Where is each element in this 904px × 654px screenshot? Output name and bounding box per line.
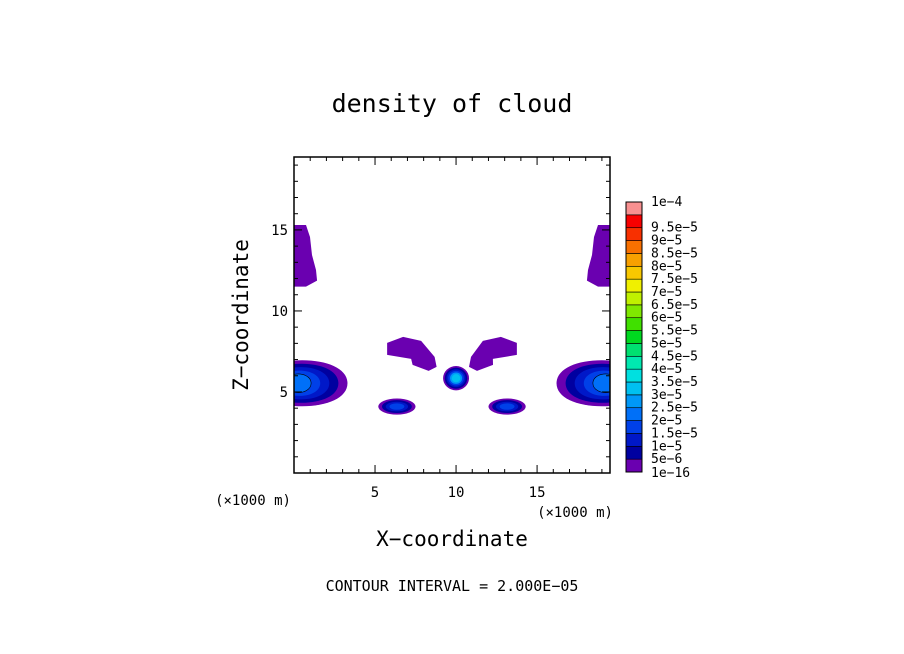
center-core <box>443 366 470 391</box>
upper-right-arm-fill <box>469 336 517 371</box>
colorbar-swatch <box>625 420 643 434</box>
colorbar-swatch <box>625 368 643 383</box>
colorbar-label: 7e−5 <box>651 285 682 300</box>
lower-right-blob-level-3 <box>499 403 515 410</box>
upper-left-arm <box>387 336 437 371</box>
colorbar-label: 1e−5 <box>651 439 682 454</box>
colorbar-label: 5.5e−5 <box>651 324 698 339</box>
lower-left-blob <box>378 398 416 415</box>
colorbar-swatch <box>625 458 643 473</box>
colorbar-label: 2e−5 <box>651 414 682 429</box>
contour-regions <box>293 225 611 415</box>
x-axis-label: X−coordinate <box>376 527 528 551</box>
colorbar-swatch <box>625 317 643 331</box>
upper-right-arm <box>469 336 517 371</box>
colorbar-swatch <box>625 355 643 370</box>
lower-right-blob <box>488 398 526 415</box>
plot-frame <box>293 156 611 474</box>
colorbar-label: 5e−6 <box>651 452 682 467</box>
colorbar-label: 1e−16 <box>651 466 690 481</box>
x-tick-label: 15 <box>529 485 546 501</box>
colorbar-swatch <box>625 433 643 447</box>
colorbar-swatch <box>625 407 643 421</box>
colorbar-label: 4e−5 <box>651 362 682 377</box>
top-left-blob <box>294 225 318 287</box>
colorbar-swatch <box>625 381 643 396</box>
y-tick-label: 10 <box>271 304 288 320</box>
colorbar-label: 6e−5 <box>651 311 682 326</box>
center-core-level-5 <box>451 374 461 383</box>
lower-left-blob-level-3 <box>389 403 405 410</box>
colorbar-label: 2.5e−5 <box>651 401 698 416</box>
contour-interval-note: CONTOUR INTERVAL = 2.000E−05 <box>326 577 579 595</box>
colorbar-swatch <box>625 445 643 460</box>
colorbar-label: 3.5e−5 <box>651 375 698 390</box>
colorbar-label: 7.5e−5 <box>651 272 698 287</box>
colorbar-label: 9e−5 <box>651 234 682 249</box>
x-unit-left: (×1000 m) <box>215 493 291 509</box>
colorbar-swatch <box>625 291 643 306</box>
upper-left-arm-fill <box>387 336 437 371</box>
y-tick-label: 15 <box>271 223 288 239</box>
colorbar-swatch <box>625 253 643 267</box>
colorbar: 1e−165e−61e−51.5e−52e−52.5e−53e−53.5e−54… <box>625 195 698 481</box>
colorbar-label: 1e−4 <box>651 195 682 210</box>
top-left-blob-fill <box>294 225 318 287</box>
colorbar-label: 5e−5 <box>651 336 682 351</box>
left-center-blob <box>293 360 348 407</box>
colorbar-label: 4.5e−5 <box>651 349 698 364</box>
colorbar-swatch <box>625 214 643 229</box>
chart-title: density of cloud <box>332 89 573 118</box>
colorbar-label: 6.5e−5 <box>651 298 698 313</box>
plot-background <box>294 157 610 473</box>
colorbar-swatch <box>625 304 643 319</box>
axis-ticks <box>294 157 610 473</box>
plot-area <box>293 156 611 474</box>
colorbar-swatch <box>625 343 643 357</box>
colorbar-label: 8e−5 <box>651 259 682 274</box>
colorbar-swatch <box>625 330 643 344</box>
x-tick-label: 10 <box>448 485 465 501</box>
colorbar-label: 9.5e−5 <box>651 221 698 236</box>
colorbar-label: 1.5e−5 <box>651 426 698 441</box>
right-center-blob <box>556 360 611 407</box>
colorbar-swatch <box>625 201 643 216</box>
colorbar-swatch <box>625 394 643 409</box>
y-tick-labels: 5 10 15 <box>271 223 288 401</box>
colorbar-swatch <box>625 240 643 254</box>
x-unit-right: (×1000 m) <box>537 505 613 521</box>
x-tick-labels: 5 10 15 <box>371 485 546 501</box>
colorbar-frame <box>625 201 643 473</box>
colorbar-swatch <box>625 227 643 241</box>
y-axis-label: Z−coordinate <box>229 239 253 391</box>
colorbar-label: 8.5e−5 <box>651 246 698 261</box>
top-right-blob <box>586 225 610 287</box>
top-right-blob-fill <box>586 225 610 287</box>
colorbar-swatch <box>625 278 643 293</box>
colorbar-swatch <box>625 265 643 280</box>
y-tick-label: 5 <box>280 385 288 401</box>
x-tick-label: 5 <box>371 485 379 501</box>
colorbar-label: 3e−5 <box>651 388 682 403</box>
